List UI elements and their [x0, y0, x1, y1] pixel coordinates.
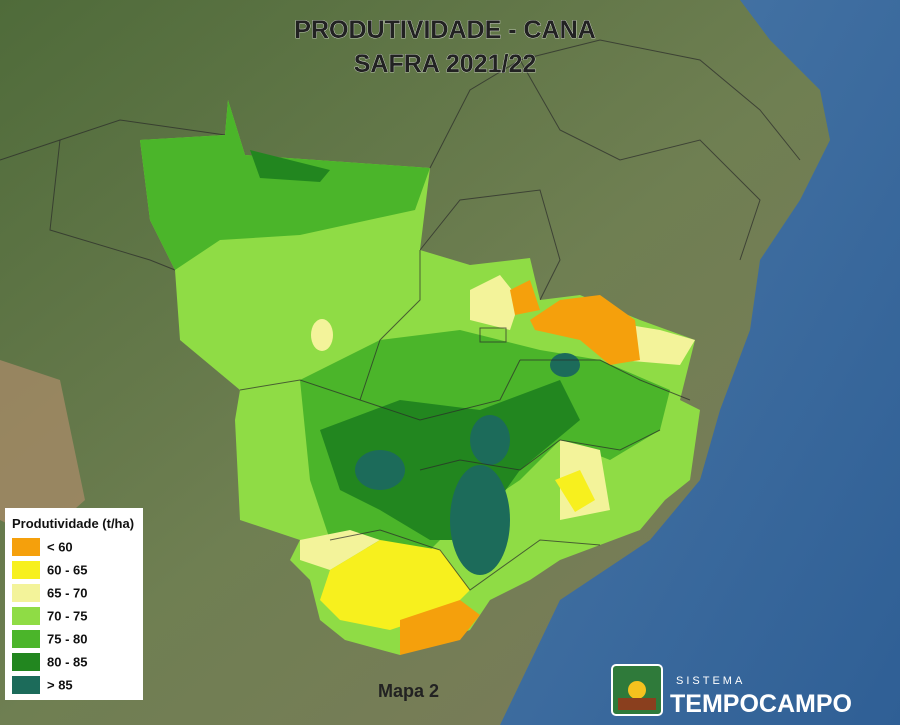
df-border [479, 327, 507, 343]
legend-box [5, 508, 143, 700]
border-line [429, 39, 801, 169]
andes-area [0, 360, 85, 540]
border-line [0, 119, 226, 161]
region [470, 275, 520, 330]
border-line [419, 429, 661, 471]
state-borders [0, 39, 801, 301]
region [470, 415, 510, 465]
legend-swatch [12, 561, 40, 579]
region [550, 353, 580, 377]
region [300, 530, 380, 570]
legend-label: 60 - 65 [47, 562, 87, 577]
region [250, 150, 330, 182]
border-line [49, 139, 176, 271]
legend-title: Produtividade (t/ha) [12, 516, 134, 531]
legend-label: 65 - 70 [47, 585, 87, 600]
logo-field [618, 698, 656, 710]
region [450, 465, 510, 575]
legend-swatch [12, 584, 40, 602]
border-line [359, 250, 421, 401]
inner-borders [239, 250, 691, 591]
legend-swatch [12, 676, 40, 694]
productivity-regions [140, 100, 700, 655]
legend-label: < 60 [47, 539, 73, 554]
region [510, 280, 540, 315]
region [311, 319, 333, 351]
border-line [329, 529, 601, 591]
region [400, 600, 480, 655]
region [555, 470, 595, 512]
border-line [519, 59, 761, 261]
title-line-2: SAFRA 2021/22 [354, 50, 537, 78]
legend-label: 70 - 75 [47, 608, 87, 623]
map-label: Mapa 2 [378, 681, 439, 701]
legend-label: 75 - 80 [47, 631, 87, 646]
region [140, 100, 430, 270]
legend-label: 80 - 85 [47, 654, 87, 669]
legend-swatch [12, 607, 40, 625]
legend-label: > 85 [47, 677, 73, 692]
region [320, 380, 580, 540]
logo-sun [628, 681, 646, 699]
logo-name: TEMPOCAMPO [670, 690, 852, 718]
legend-swatch [12, 630, 40, 648]
legend-swatch [12, 653, 40, 671]
region [355, 450, 405, 490]
border-line [419, 189, 561, 301]
logo: SISTEMA TEMPOCAMPO [611, 664, 852, 718]
legend: Produtividade (t/ha) < 60 60 - 65 65 - 70 7… [5, 508, 143, 700]
border-line [520, 359, 691, 401]
region [530, 295, 640, 365]
logo-top: SISTEMA [676, 675, 745, 687]
region [320, 540, 470, 630]
title-line-1: PRODUTIVIDADE - CANA [294, 16, 595, 44]
border-line [239, 359, 521, 421]
legend-swatch [12, 538, 40, 556]
ocean [500, 0, 900, 725]
